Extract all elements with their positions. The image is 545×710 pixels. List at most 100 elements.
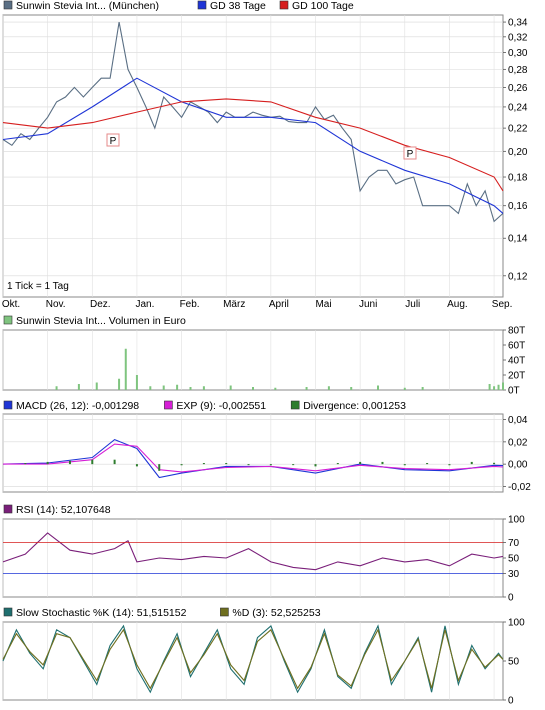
- bar-mark: [350, 387, 353, 390]
- panel-price: Sunwin Stevia Int... (München) GD 38 Tage…: [2, 0, 528, 310]
- marker-label: P: [407, 149, 414, 160]
- y-tick-label: 0,12: [508, 271, 528, 282]
- bar-mark: [95, 382, 98, 390]
- plot-frame: [2, 413, 504, 493]
- series-line: [2, 532, 504, 571]
- bar-mark: [91, 459, 94, 465]
- panel-stoch: Slow Stochastic %K (14): 51,515152 %D (3)…: [2, 607, 525, 707]
- bar-mark: [305, 387, 308, 390]
- legend-swatch: [3, 504, 13, 514]
- bar-mark: [314, 464, 317, 467]
- panel-rsi: RSI (14): 52,107648 100 70 50 30 0: [2, 504, 525, 604]
- bar-mark: [189, 387, 192, 390]
- y-tick-label: 0,32: [508, 32, 528, 43]
- marker-label: P: [110, 136, 117, 147]
- bar-mark: [55, 386, 58, 390]
- x-tick-label: Juni: [359, 299, 377, 310]
- tick-note: 1 Tick = 1 Tag: [7, 281, 69, 292]
- plot-frame: [2, 518, 504, 598]
- y-tick-label: 0T: [508, 386, 520, 397]
- legend-label: Sunwin Stevia Int... Volumen in Euro: [16, 315, 186, 327]
- bar-mark: [135, 375, 138, 390]
- x-tick-label: Nov.: [46, 299, 66, 310]
- legend-label: GD 100 Tage: [292, 0, 354, 12]
- bar-mark: [488, 384, 491, 390]
- y-tick-label: 0: [508, 696, 514, 707]
- legend-label: EXP (9): -0,002551: [176, 400, 266, 412]
- legend: MACD (26, 12): -0,001298 EXP (9): -0,0025…: [3, 400, 406, 412]
- bar-mark: [252, 387, 254, 390]
- legend-swatch: [3, 400, 13, 410]
- bar-mark: [274, 387, 277, 390]
- y-tick-label: 40T: [508, 356, 525, 367]
- y-tick-label: 0,16: [508, 201, 528, 212]
- legend-swatch: [164, 400, 173, 410]
- bar-mark: [336, 463, 339, 465]
- y-tick-label: 30: [508, 569, 520, 580]
- legend-label: Divergence: 0,001253: [303, 400, 406, 412]
- bar-mark: [77, 384, 80, 390]
- plot-frame: [2, 14, 504, 298]
- series-line: [2, 21, 504, 223]
- y-tick-label: 0,26: [508, 83, 528, 94]
- legend: Slow Stochastic %K (14): 51,515152 %D (3)…: [3, 607, 321, 619]
- marker-box: [106, 133, 120, 147]
- x-tick-label: Jan.: [135, 299, 154, 310]
- legend: Sunwin Stevia Int... (München) GD 38 Tage…: [3, 0, 354, 12]
- y-tick-label: 100: [508, 515, 525, 526]
- bar-mark: [24, 463, 27, 465]
- legend: Sunwin Stevia Int... Volumen in Euro: [3, 315, 186, 327]
- y-tick-label: 0,24: [508, 102, 528, 113]
- legend-swatch: [3, 0, 13, 10]
- legend-label: GD 38 Tage: [210, 0, 266, 12]
- bar-mark: [229, 385, 232, 390]
- panel-volume: Sunwin Stevia Int... Volumen in Euro 80T 6…: [2, 315, 525, 397]
- y-tick-label: 0,22: [508, 124, 528, 135]
- bar-mark: [403, 464, 406, 466]
- x-tick-label: April: [269, 299, 289, 310]
- y-tick-label: 0,02: [508, 437, 528, 448]
- bar-mark: [247, 464, 250, 466]
- bar-mark: [118, 378, 121, 390]
- y-tick-label: 50: [508, 657, 520, 668]
- legend-label: Sunwin Stevia Int... (München): [16, 0, 159, 12]
- bar-mark: [158, 464, 161, 471]
- bar-mark: [359, 461, 362, 465]
- y-tick-label: 80T: [508, 326, 525, 337]
- bar-mark: [502, 382, 504, 390]
- bar-mark: [470, 461, 473, 465]
- x-tick-label: Okt.: [2, 299, 20, 310]
- series-line: [2, 77, 504, 214]
- legend-swatch: [197, 0, 207, 10]
- bar-mark: [162, 385, 165, 390]
- bar-mark: [68, 460, 71, 465]
- bar-mark: [269, 464, 272, 466]
- panel-macd: MACD (26, 12): -0,001298 EXP (9): -0,0025…: [2, 400, 531, 493]
- marker-box: [403, 146, 417, 160]
- series-line: [3, 443, 504, 473]
- bar-mark: [176, 384, 179, 390]
- bar-mark: [292, 464, 295, 466]
- y-tick-label: 0,04: [508, 415, 528, 426]
- x-tick-label: Juli: [405, 299, 420, 310]
- x-tick-label: Mai: [315, 299, 331, 310]
- legend-label: MACD (26, 12): -0,001298: [16, 400, 139, 412]
- bar-mark: [403, 387, 406, 390]
- legend-swatch: [279, 0, 289, 10]
- y-tick-label: 0,30: [508, 48, 528, 59]
- y-tick-label: 0,14: [508, 234, 528, 245]
- x-tick-label: Feb.: [180, 299, 200, 310]
- legend-swatch: [290, 400, 300, 410]
- legend-label: %D (3): 52,525253: [232, 607, 320, 619]
- bar-mark: [135, 464, 138, 467]
- y-tick-label: 100: [508, 618, 525, 629]
- bar-mark: [180, 464, 183, 466]
- bar-mark: [493, 462, 496, 465]
- bar-mark: [448, 464, 451, 466]
- legend-label: Slow Stochastic %K (14): 51,515152: [16, 607, 187, 619]
- series-line: [2, 438, 504, 479]
- bar-mark: [497, 384, 500, 390]
- series-line: [2, 628, 504, 690]
- bar-mark: [46, 461, 49, 465]
